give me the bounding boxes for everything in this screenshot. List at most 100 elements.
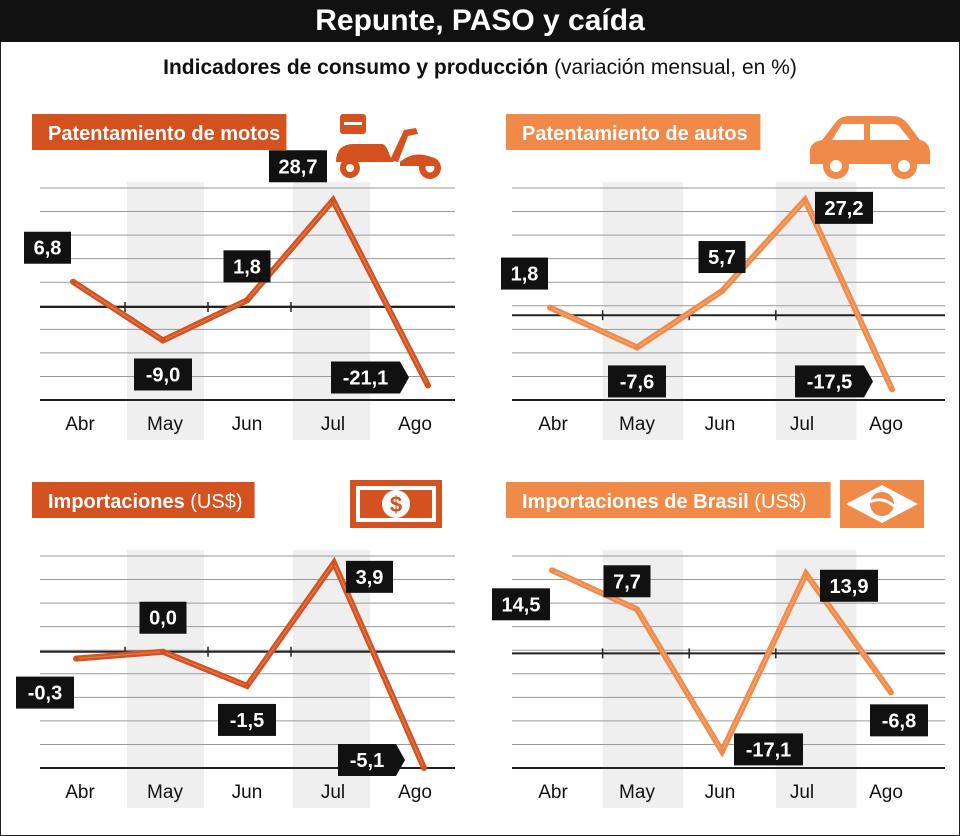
data-label-ago: -6,8 bbox=[870, 704, 928, 737]
tick-label-may: May bbox=[147, 414, 183, 435]
subtitle-bold: Indicadores de consumo y producción bbox=[163, 56, 549, 79]
chart-importaciones: Abr May Jun Jul Ago -0,3 0,0 -1,5 3,9 -5,1 Importa… bbox=[16, 480, 455, 808]
band-jul bbox=[293, 182, 370, 440]
point-jul bbox=[330, 197, 336, 204]
dollar-bill-icon: $ bbox=[350, 480, 442, 528]
car-icon bbox=[809, 116, 930, 179]
tick-label-jun: Jun bbox=[232, 414, 263, 435]
chart-importaciones-brasil: Abr May Jun Jul Ago 14,5 7,7 -17,1 13,9 -6,8 Impor… bbox=[492, 480, 945, 808]
band-may bbox=[127, 182, 204, 440]
point-jun bbox=[244, 297, 250, 304]
point-may bbox=[634, 344, 640, 351]
chart-title: Importaciones de Brasil (US$) bbox=[506, 482, 831, 518]
svg-text:1,8: 1,8 bbox=[511, 264, 539, 286]
data-label-may: 0,0 bbox=[139, 601, 187, 634]
data-label-jul: 28,7 bbox=[269, 150, 327, 183]
data-label-ago: -21,1 bbox=[331, 361, 409, 394]
svg-text:Importaciones de Brasil (US$): Importaciones de Brasil (US$) bbox=[522, 491, 807, 513]
band-may bbox=[127, 550, 204, 808]
point-abr bbox=[73, 655, 79, 662]
data-label-ago: -5,1 bbox=[338, 744, 405, 776]
data-label-jul: 27,2 bbox=[815, 191, 873, 224]
chart-title: Patentamiento de motos bbox=[32, 114, 287, 150]
chart-title: Patentamiento de autos bbox=[506, 114, 761, 150]
data-label-may: -7,6 bbox=[608, 365, 666, 398]
band-may bbox=[602, 182, 684, 440]
data-label-jul: 13,9 bbox=[820, 569, 878, 602]
data-label-abr: 1,8 bbox=[501, 257, 548, 290]
chart-autos: Abr May Jun Jul Ago 1,8 -7,6 5,7 27,2 -17,5 Patent… bbox=[501, 114, 945, 440]
subtitle-rest: (variación mensual, en %) bbox=[554, 56, 797, 79]
point-jun bbox=[719, 288, 725, 295]
series-line bbox=[71, 194, 431, 387]
point-ago bbox=[421, 765, 427, 771]
svg-text:-0,3: -0,3 bbox=[28, 683, 62, 705]
chart-motos: Abr May Jun Jul Ago 6,8 -9,0 1,8 28,7 -21,1 Patent… bbox=[24, 114, 455, 440]
data-label-abr: -0,3 bbox=[16, 676, 74, 709]
tick-label-ago: Ago bbox=[398, 414, 432, 435]
page-title: Repunte, PASO y caída bbox=[0, 0, 960, 42]
point-may bbox=[160, 337, 166, 344]
brazil-flag-icon bbox=[840, 480, 924, 528]
tick-label-may: May bbox=[619, 414, 655, 435]
svg-text:27,2: 27,2 bbox=[825, 198, 864, 220]
tick-label-ago: Ago bbox=[869, 782, 903, 803]
data-label-jun: 1,8 bbox=[223, 250, 271, 283]
data-label-abr: 14,5 bbox=[492, 588, 550, 621]
tick-label-jul: Jul bbox=[790, 782, 814, 803]
point-jul bbox=[803, 570, 809, 577]
data-label-may: 7,7 bbox=[603, 565, 651, 598]
data-label-jun: -1,5 bbox=[218, 703, 276, 736]
point-may bbox=[160, 648, 166, 655]
point-ago bbox=[888, 689, 894, 696]
svg-text:-1,5: -1,5 bbox=[230, 710, 264, 732]
data-label-jun: -17,1 bbox=[734, 733, 803, 766]
svg-text:14,5: 14,5 bbox=[502, 594, 541, 616]
svg-text:Importaciones (US$): Importaciones (US$) bbox=[48, 491, 243, 513]
point-jul bbox=[331, 559, 337, 566]
point-abr bbox=[70, 278, 76, 285]
tick-label-jun: Jun bbox=[232, 782, 263, 803]
point-jun bbox=[244, 682, 250, 689]
tick-label-abr: Abr bbox=[65, 414, 95, 435]
tick-label-ago: Ago bbox=[869, 414, 903, 435]
point-jul bbox=[802, 196, 808, 203]
data-label-abr: 6,8 bbox=[24, 231, 71, 264]
tick-label-may: May bbox=[619, 782, 655, 803]
svg-text:0,0: 0,0 bbox=[149, 608, 177, 630]
tick-label-jun: Jun bbox=[705, 414, 736, 435]
page-subtitle: Indicadores de consumo y producción (var… bbox=[0, 56, 960, 80]
svg-text:-21,1: -21,1 bbox=[343, 367, 389, 389]
chart-title: Importaciones (US$) bbox=[32, 482, 255, 518]
tick-label-jul: Jul bbox=[321, 782, 345, 803]
tick-label-abr: Abr bbox=[538, 782, 568, 803]
point-jun bbox=[719, 748, 725, 755]
tick-label-may: May bbox=[147, 782, 183, 803]
svg-text:1,8: 1,8 bbox=[233, 256, 261, 278]
data-label-ago: -17,5 bbox=[795, 365, 873, 398]
point-abr bbox=[547, 304, 553, 311]
data-label-may: -9,0 bbox=[134, 358, 192, 391]
svg-text:-17,5: -17,5 bbox=[807, 371, 853, 393]
data-label-jun: 5,7 bbox=[698, 241, 746, 274]
tick-label-jun: Jun bbox=[705, 782, 736, 803]
svg-text:-9,0: -9,0 bbox=[146, 364, 180, 386]
tick-label-ago: Ago bbox=[398, 782, 432, 803]
svg-text:-6,8: -6,8 bbox=[882, 710, 916, 732]
svg-text:-5,1: -5,1 bbox=[350, 750, 384, 772]
tick-label-jul: Jul bbox=[321, 414, 345, 435]
data-label-jul: 3,9 bbox=[346, 560, 393, 593]
svg-text:-17,1: -17,1 bbox=[746, 739, 792, 761]
point-may bbox=[634, 606, 640, 613]
point-abr bbox=[549, 567, 555, 574]
svg-text:7,7: 7,7 bbox=[613, 571, 641, 593]
svg-text:Patentamiento de autos: Patentamiento de autos bbox=[522, 123, 748, 145]
svg-text:6,8: 6,8 bbox=[34, 238, 62, 260]
svg-text:28,7: 28,7 bbox=[279, 156, 318, 178]
tick-label-jul: Jul bbox=[790, 414, 814, 435]
tick-label-abr: Abr bbox=[65, 782, 95, 803]
point-ago bbox=[425, 382, 431, 389]
svg-text:5,7: 5,7 bbox=[708, 247, 736, 269]
svg-text:Patentamiento de motos: Patentamiento de motos bbox=[48, 123, 280, 145]
motorcycle-icon bbox=[336, 114, 441, 179]
